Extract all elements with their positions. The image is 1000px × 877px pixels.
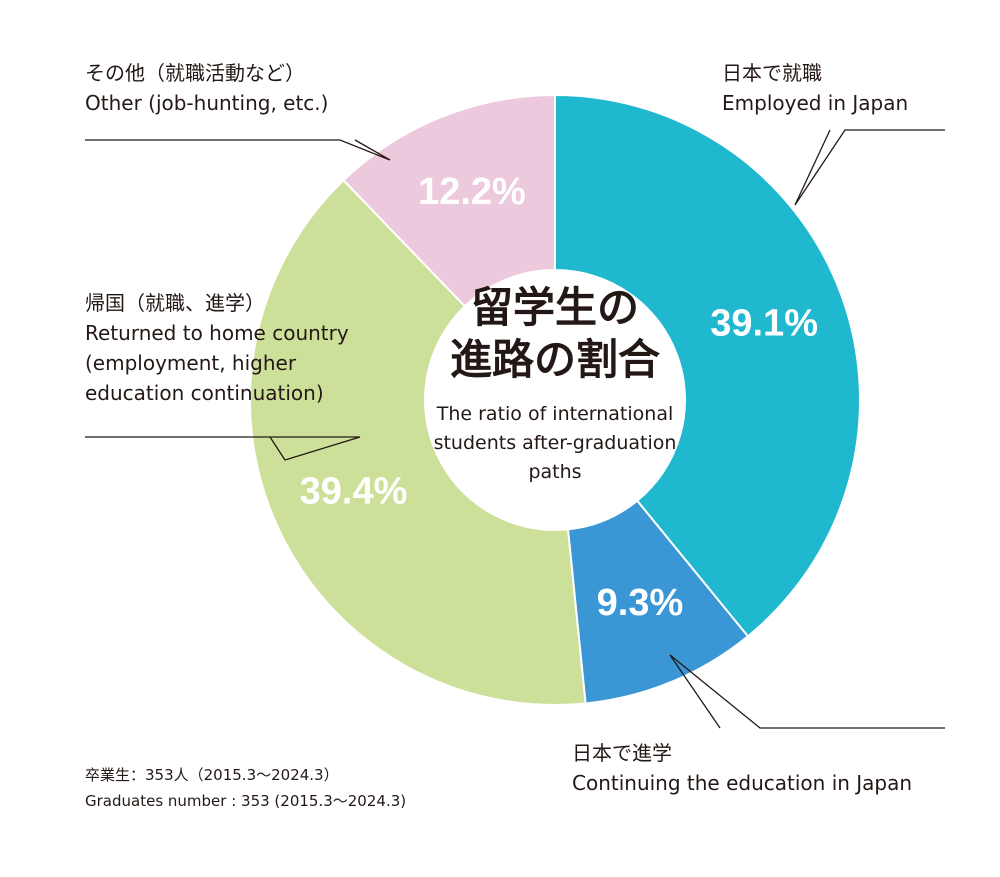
value-label: 12.2%: [418, 171, 526, 213]
category-en: Returned to home country (employment, hi…: [85, 321, 349, 405]
leader-line: [669, 654, 945, 729]
chart-title: 留学生の 進路の割合: [425, 282, 685, 386]
leader-line: [85, 436, 361, 461]
leader-line: [794, 129, 945, 206]
category-ja: 帰国（就職、進学）: [85, 291, 265, 315]
value-label: 39.1%: [710, 302, 818, 344]
label-returned: 帰国（就職、進学） Returned to home country (empl…: [85, 288, 360, 408]
value-label: 9.3%: [597, 582, 684, 624]
chart-subtitle: The ratio of international students afte…: [433, 403, 677, 483]
leader-lines: [85, 129, 945, 729]
category-ja: 日本で就職: [722, 61, 822, 85]
value-label: 39.4%: [300, 470, 408, 512]
label-employed: 日本で就職 Employed in Japan: [722, 58, 908, 118]
category-en: Continuing the education in Japan: [572, 771, 913, 795]
donut-segment: [566, 499, 750, 705]
category-ja: 日本で進学: [572, 741, 672, 765]
note: 卒業生：353人（2015.3〜2024.3） Graduates number…: [85, 762, 406, 814]
category-en: Employed in Japan: [722, 91, 909, 115]
note-en: Graduates number : 353 (2015.3〜2024.3): [85, 792, 407, 810]
category-ja: その他（就職活動など）: [85, 61, 305, 85]
title-line: 進路の割合: [449, 335, 660, 384]
category-en: Other (job-hunting, etc.): [85, 91, 329, 115]
label-other: その他（就職活動など） Other (job-hunting, etc.): [85, 58, 328, 118]
donut-segment: [249, 178, 587, 706]
label-continuing: 日本で進学 Continuing the education in Japan: [572, 738, 912, 798]
note-ja: 卒業生：353人（2015.3〜2024.3）: [85, 766, 339, 784]
donut-segment: [554, 93, 861, 638]
leader-line: [85, 139, 391, 161]
title-line: 留学生の: [470, 283, 639, 332]
donut-segment: [342, 93, 556, 308]
